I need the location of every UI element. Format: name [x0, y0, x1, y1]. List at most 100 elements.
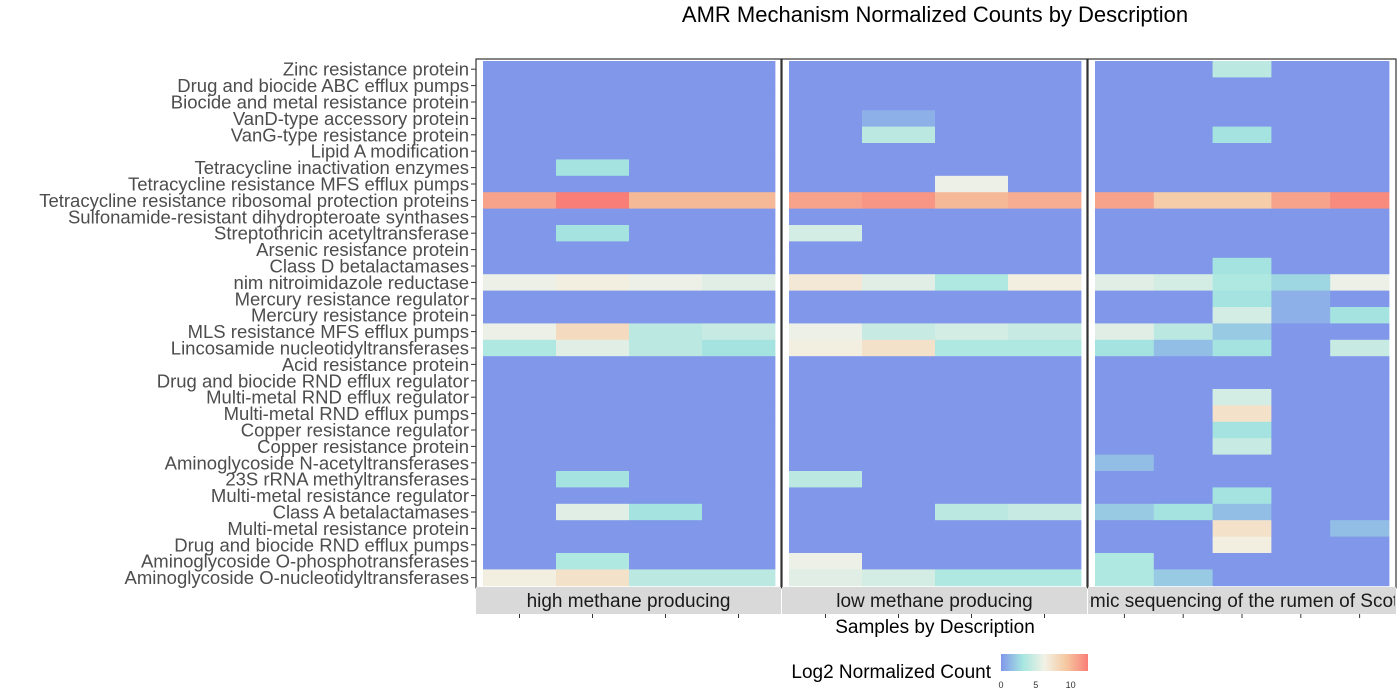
- heatmap-cell: [1330, 241, 1390, 259]
- heatmap-cell: [789, 536, 863, 554]
- heatmap-cell: [483, 553, 557, 570]
- heatmap-cell: [629, 61, 703, 78]
- heatmap-cell: [1271, 77, 1331, 95]
- heatmap-cell: [1330, 290, 1390, 308]
- heatmap-cell: [935, 307, 1009, 324]
- heatmap-cell: [629, 143, 703, 160]
- heatmap-cell: [1271, 159, 1331, 177]
- heatmap-cell: [1153, 143, 1213, 160]
- heatmap-cell: [1153, 503, 1213, 521]
- heatmap-cell: [862, 536, 936, 554]
- heatmap-cell: [1095, 389, 1155, 406]
- heatmap-cell: [702, 536, 776, 554]
- heatmap-cell: [1153, 225, 1213, 242]
- heatmap-cell: [1212, 143, 1272, 160]
- heatmap-cell: [1330, 569, 1390, 587]
- heatmap-cell: [789, 225, 863, 242]
- heatmap-cell: [1330, 438, 1390, 455]
- heatmap-cell: [1008, 290, 1082, 308]
- heatmap-cell: [1212, 77, 1272, 95]
- heatmap-cell: [702, 274, 776, 291]
- facet-panel: [781, 58, 1088, 618]
- heatmap-cell: [629, 241, 703, 259]
- heatmap-cell: [1330, 126, 1390, 144]
- heatmap-cell: [1212, 274, 1272, 291]
- heatmap-cell: [1271, 93, 1331, 111]
- row-label: Tetracycline resistance ribosomal protec…: [39, 190, 469, 211]
- heatmap-cell: [1212, 372, 1272, 390]
- heatmap-cell: [629, 307, 703, 324]
- heatmap-cell: [1212, 471, 1272, 488]
- heatmap-cell: [1095, 208, 1155, 226]
- heatmap-cell: [483, 421, 557, 439]
- heatmap-cell: [556, 307, 630, 324]
- heatmap-cell: [629, 372, 703, 390]
- heatmap-cell: [483, 61, 557, 78]
- heatmap-cell: [556, 389, 630, 406]
- heatmap-cell: [1153, 274, 1213, 291]
- heatmap-cell: [702, 126, 776, 144]
- heatmap-cell: [1095, 241, 1155, 259]
- heatmap-cell: [556, 405, 630, 423]
- row-label: 23S rRNA methyltransferases: [225, 469, 469, 490]
- heatmap-cell: [556, 536, 630, 554]
- legend: Log2 Normalized Count 0 5 10: [791, 654, 1088, 690]
- heatmap-cell: [789, 159, 863, 177]
- heatmap-cell: [1153, 569, 1213, 587]
- heatmap-cell: [789, 421, 863, 439]
- heatmap-cell: [702, 175, 776, 193]
- heatmap-cell: [483, 569, 557, 587]
- heatmap-cell: [1271, 569, 1331, 587]
- heatmap-cell: [483, 192, 557, 209]
- facet-strip-background: [782, 587, 1087, 614]
- heatmap-cell: [1153, 110, 1213, 127]
- heatmap-cell: [789, 487, 863, 505]
- heatmap-cell: [702, 356, 776, 373]
- heatmap-cell: [1095, 274, 1155, 291]
- facet-strip: Metagenomic sequencing of the rumen of S…: [1088, 587, 1396, 614]
- heatmap-cell: [1330, 61, 1390, 78]
- heatmap-cell: [702, 77, 776, 95]
- heatmap-cell: [1212, 553, 1272, 570]
- heatmap-cell: [1095, 159, 1155, 177]
- heatmap-cell: [1330, 503, 1390, 521]
- row-label: nim nitroimidazole reductase: [234, 272, 469, 293]
- heatmap-cell: [862, 372, 936, 390]
- heatmap-cell: [702, 61, 776, 78]
- row-label: Multi-metal RND efflux regulator: [206, 387, 469, 408]
- facet-panels: [475, 58, 1397, 618]
- heatmap-cell: [862, 405, 936, 423]
- heatmap-cell: [1008, 372, 1082, 390]
- row-label: Tetracycline resistance MFS efflux pumps: [128, 174, 469, 195]
- heatmap-cell: [1330, 225, 1390, 242]
- legend-tick-label: 5: [1033, 680, 1038, 690]
- heatmap-cell: [702, 93, 776, 111]
- heatmap-cell: [1271, 471, 1331, 488]
- heatmap-cell: [629, 520, 703, 537]
- heatmap-cell: [935, 225, 1009, 242]
- heatmap-cell: [789, 175, 863, 193]
- heatmap-cell: [629, 208, 703, 226]
- heatmap-cell: [556, 339, 630, 357]
- heatmap-cell: [483, 356, 557, 373]
- heatmap-cell: [1271, 487, 1331, 505]
- heatmap-cell: [862, 454, 936, 472]
- heatmap-cell: [862, 208, 936, 226]
- heatmap-cell: [556, 93, 630, 111]
- row-label: Copper resistance protein: [257, 436, 469, 457]
- heatmap-cell: [1008, 503, 1082, 521]
- heatmap-cell: [862, 503, 936, 521]
- heatmap-cell: [1095, 307, 1155, 324]
- facet-panel: [1087, 58, 1397, 618]
- legend-tick-label: 10: [1066, 680, 1076, 690]
- heatmap-cell: [935, 241, 1009, 259]
- heatmap-cell: [935, 257, 1009, 275]
- heatmap-cell: [629, 257, 703, 275]
- heatmap-cell: [1271, 438, 1331, 455]
- heatmap-cell: [556, 487, 630, 505]
- heatmap-cell: [1212, 110, 1272, 127]
- heatmap-cell: [935, 208, 1009, 226]
- heatmap-cell: [1008, 77, 1082, 95]
- heatmap-cell: [483, 503, 557, 521]
- heatmap-cell: [629, 503, 703, 521]
